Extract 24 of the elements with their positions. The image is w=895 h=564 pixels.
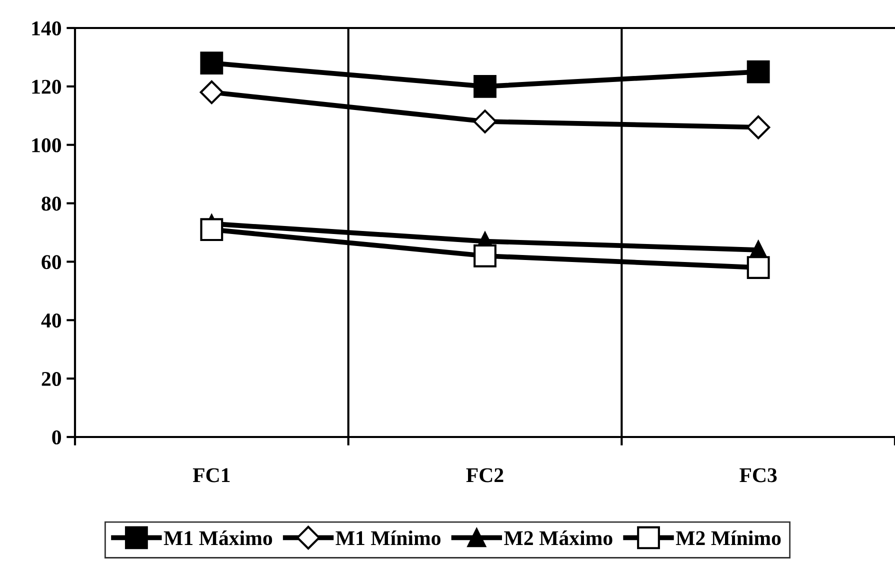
y-tick-label: 0 [52, 430, 62, 444]
x-tick-label: FC1 [192, 468, 230, 482]
legend-label: M2 Mínimo [676, 530, 781, 546]
x-tick-label: FC2 [466, 468, 504, 482]
point [474, 244, 496, 268]
y-tick-label: 140 [32, 21, 62, 36]
point [746, 60, 770, 84]
y-tick-label: 20 [42, 372, 62, 386]
y-tick-label: 60 [42, 255, 62, 270]
legend-label: M1 Mínimo [336, 530, 440, 546]
point [746, 256, 770, 280]
point [473, 110, 497, 134]
legend-label: M2 Máximo [504, 530, 612, 546]
point [200, 218, 224, 242]
x-tick-label: FC3 [740, 468, 777, 482]
y-tick-label: 120 [32, 80, 62, 94]
point [200, 52, 224, 75]
point [200, 80, 224, 104]
point [746, 115, 770, 140]
point [474, 74, 496, 98]
y-tick-label: 40 [41, 314, 62, 328]
legend-label: M1 Máximo [164, 530, 272, 546]
y-tick-label: 80 [42, 196, 62, 211]
y-tick-label: 100 [32, 138, 62, 152]
